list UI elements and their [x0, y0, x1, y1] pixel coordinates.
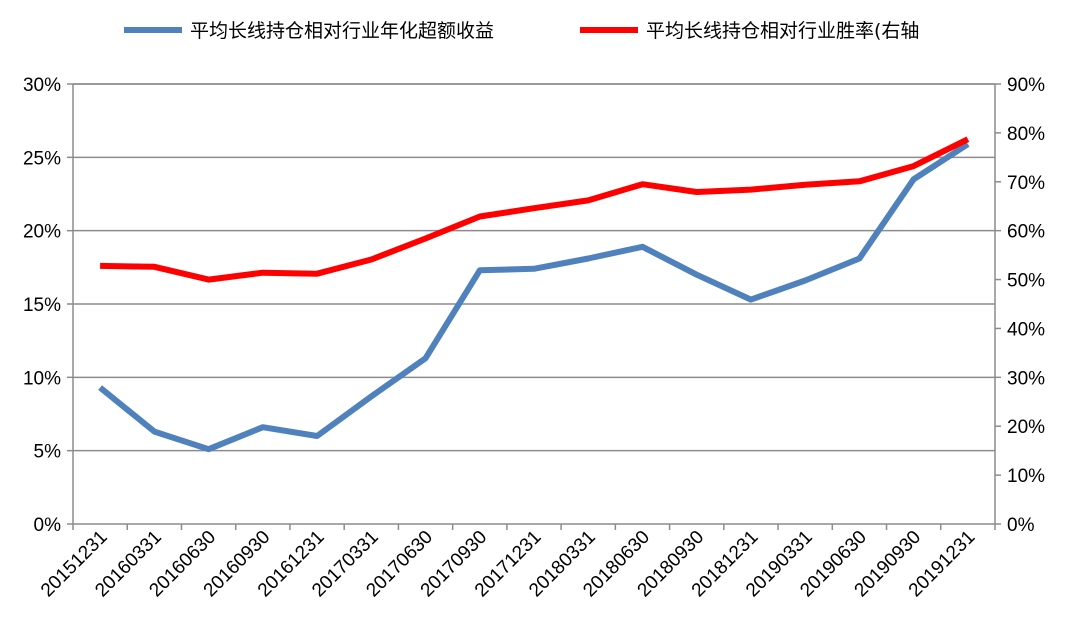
right-tick-label: 40%: [1007, 319, 1045, 340]
left-tick-label: 5%: [34, 442, 62, 463]
left-tick-label: 10%: [23, 368, 61, 389]
right-tick-label: 50%: [1007, 271, 1045, 292]
legend-label-excess-return: 平均长线持仓相对行业年化超额收益: [190, 20, 494, 42]
legend: 平均长线持仓相对行业年化超额收益 平均长线持仓相对行业胜率(右轴: [124, 20, 919, 42]
right-axis-ticks: 0% 10% 20% 30% 40% 50% 60% 70% 80% 90%: [995, 75, 1045, 536]
right-tick-label: 0%: [1007, 515, 1035, 536]
left-tick-label: 15%: [23, 295, 61, 316]
right-tick-label: 90%: [1007, 75, 1045, 96]
x-axis-ticks: 2015123120160331201606302016093020161231…: [37, 524, 996, 601]
left-tick-label: 20%: [23, 222, 61, 243]
right-tick-label: 20%: [1007, 417, 1045, 438]
right-tick-label: 10%: [1007, 466, 1045, 487]
left-tick-label: 30%: [23, 75, 61, 96]
legend-label-win-rate: 平均长线持仓相对行业胜率(右轴: [646, 20, 919, 42]
right-tick-label: 70%: [1007, 173, 1045, 194]
left-tick-label: 25%: [23, 148, 61, 169]
right-tick-label: 80%: [1007, 124, 1045, 145]
left-tick-label: 0%: [34, 515, 62, 536]
right-tick-label: 30%: [1007, 368, 1045, 389]
series-line-excess-return: [98, 141, 970, 453]
left-axis-ticks: 0% 5% 10% 15% 20% 25% 30%: [23, 75, 73, 536]
series-lines: [98, 136, 970, 453]
right-tick-label: 60%: [1007, 222, 1045, 243]
series-line-win-rate: [100, 136, 970, 283]
